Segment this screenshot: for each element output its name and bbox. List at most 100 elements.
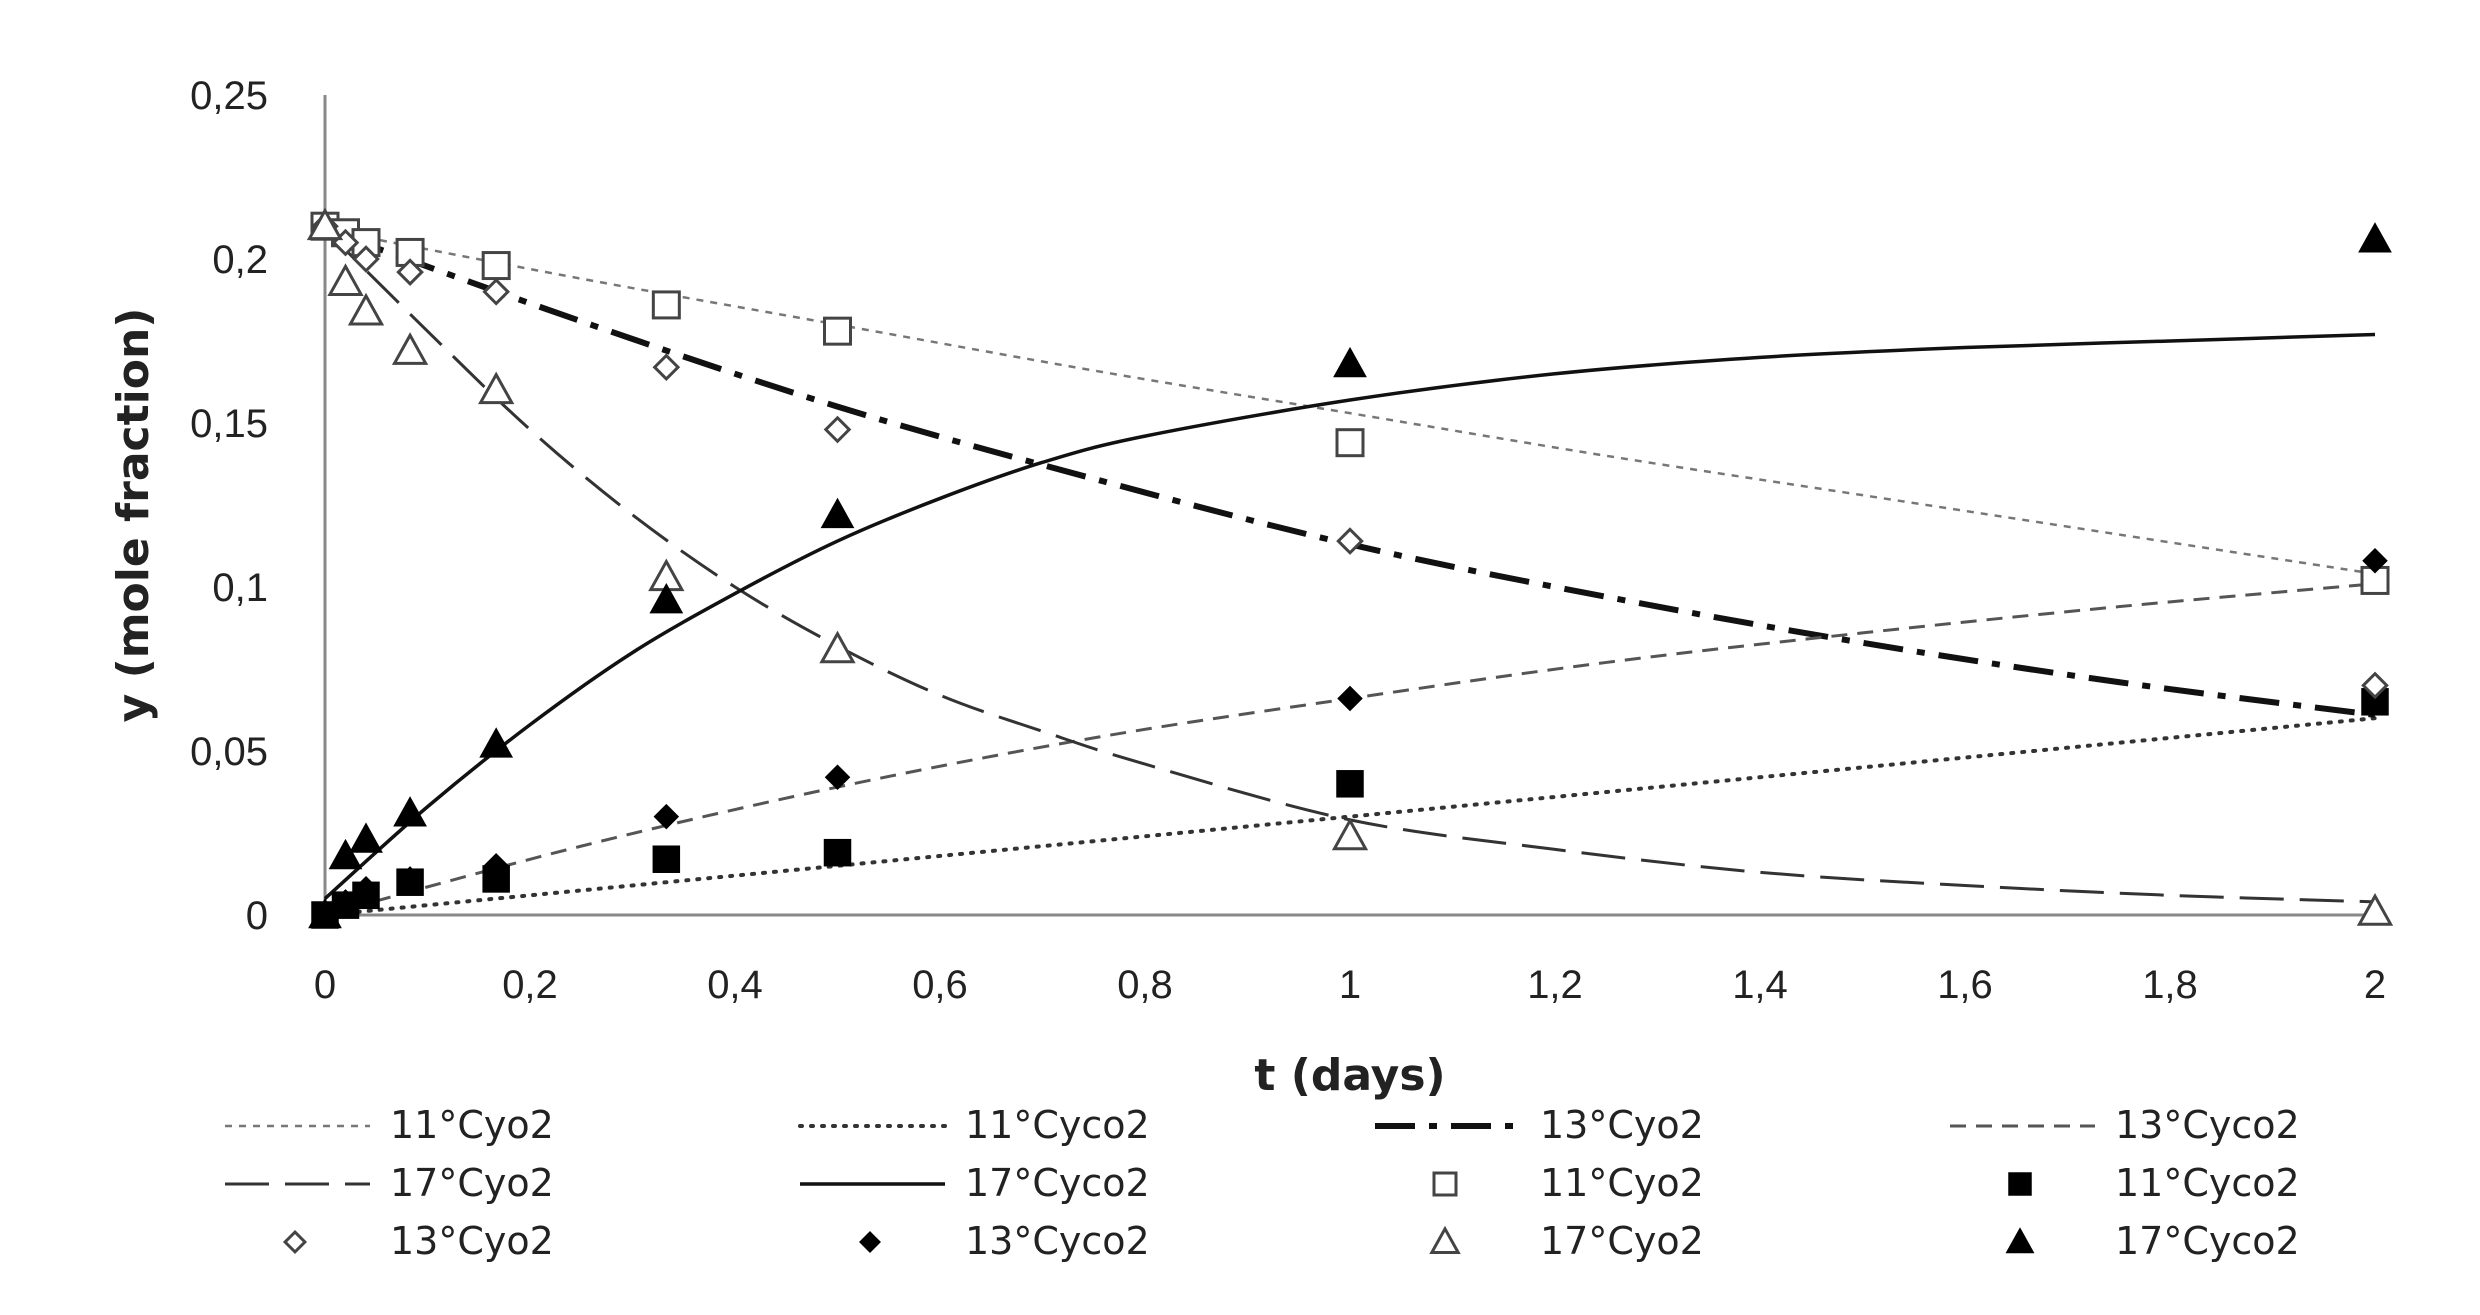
- data-point-triangle-filled: [328, 838, 363, 870]
- legend-item: 13°Cyo2: [1375, 1103, 1704, 1147]
- legend-label: 11°Cyco2: [2115, 1161, 2300, 1205]
- legend-item: 17°Cyo2: [1429, 1219, 1704, 1263]
- legend-item: 17°Cyco2: [2005, 1219, 2300, 1263]
- legend-label: 11°Cyo2: [390, 1103, 554, 1147]
- legend-swatch-marker: [282, 1229, 308, 1255]
- legend-swatch-marker: [1429, 1225, 1461, 1255]
- data-point-triangle-open: [327, 263, 364, 296]
- data-point-square-filled: [823, 838, 852, 867]
- x-tick-label: 1: [1339, 963, 1361, 1007]
- data-point-square-open: [651, 290, 681, 320]
- legend-label: 13°Cyo2: [390, 1219, 554, 1263]
- legend-label: 13°Cyco2: [965, 1219, 1150, 1263]
- x-tick-label: 1,4: [1732, 963, 1788, 1007]
- data-point-triangle-open: [347, 292, 385, 326]
- data-point-triangle-open: [306, 207, 344, 241]
- x-tick-label: 0: [314, 963, 336, 1007]
- plot-area: 0 0,2 0,4 0,6 0,8 1 1,2 1,4 1,6 1,8 2 0 0,05 0,1 0,15…: [190, 74, 2394, 1007]
- legend-label: 11°Cyo2: [1540, 1161, 1704, 1205]
- data-markers: [306, 207, 2394, 929]
- legend-swatch-marker: [2008, 1172, 2032, 1196]
- legend-item: 11°Cyco2: [798, 1103, 1150, 1147]
- y-tick-labels: 0 0,05 0,1 0,15 0,2 0,25: [190, 74, 268, 938]
- y-tick-label: 0: [246, 894, 268, 938]
- data-point-diamond-filled: [483, 853, 509, 879]
- data-point-triangle-filled: [349, 822, 383, 853]
- legend-item: 13°Cyo2: [282, 1219, 554, 1263]
- legend-item: 13°Cyco2: [859, 1219, 1150, 1263]
- data-point-triangle-open: [391, 332, 429, 365]
- x-tick-label: 1,2: [1527, 963, 1583, 1007]
- data-point-square-open: [2360, 565, 2390, 595]
- legend-label: 13°Cyco2: [2115, 1103, 2300, 1147]
- data-point-triangle-filled: [393, 796, 427, 827]
- data-point-diamond-open: [482, 277, 510, 306]
- y-tick-label: 0,1: [212, 566, 268, 610]
- data-point-diamond-open: [352, 245, 380, 273]
- data-point-diamond-open: [1336, 527, 1364, 555]
- x-tick-label: 1,8: [2142, 963, 2198, 1007]
- legend-label: 17°Cyo2: [1540, 1219, 1704, 1263]
- legend-label: 17°Cyo2: [390, 1161, 554, 1205]
- data-point-triangle-filled: [308, 897, 342, 929]
- data-point-triangle-open: [819, 630, 856, 664]
- y-tick-label: 0,2: [212, 238, 268, 282]
- legend-label: 13°Cyo2: [1540, 1103, 1704, 1147]
- legend-item: 17°Cyo2: [225, 1161, 554, 1205]
- data-point-triangle-filled: [2358, 222, 2392, 253]
- series-line-2: [323, 716, 2377, 917]
- series-line-3: [323, 226, 2376, 718]
- data-point-square-filled: [1336, 770, 1364, 798]
- legend-item: 11°Cyco2: [2008, 1161, 2300, 1205]
- data-point-diamond-filled: [2362, 547, 2388, 574]
- data-point-square-filled: [652, 845, 681, 873]
- y-tick-label: 0,25: [190, 74, 268, 118]
- fit-lines: [323, 226, 2377, 917]
- x-tick-labels: 0 0,2 0,4 0,6 0,8 1 1,2 1,4 1,6 1,8 2: [314, 963, 2386, 1007]
- x-tick-label: 0,4: [707, 963, 763, 1007]
- data-point-triangle-open: [1331, 817, 1369, 851]
- data-point-triangle-filled: [479, 727, 514, 758]
- data-point-square-open: [481, 251, 511, 281]
- data-point-diamond-open: [2361, 671, 2389, 700]
- legend-label: 17°Cyco2: [2115, 1219, 2300, 1263]
- x-tick-label: 1,6: [1937, 963, 1993, 1007]
- y-axis-title: y (mole fraction): [108, 308, 159, 723]
- data-point-square-open: [1335, 428, 1365, 458]
- legend-swatch-marker: [1432, 1171, 1458, 1197]
- legend-label: 11°Cyco2: [965, 1103, 1150, 1147]
- data-point-triangle-open: [478, 371, 515, 405]
- x-tick-label: 0,8: [1117, 963, 1173, 1007]
- y-tick-label: 0,15: [190, 402, 268, 446]
- legend-label: 17°Cyco2: [965, 1161, 1150, 1205]
- data-point-diamond-open: [396, 258, 424, 286]
- data-point-diamond-filled: [332, 889, 359, 915]
- legend-item: 17°Cyco2: [800, 1161, 1150, 1205]
- x-tick-label: 0,6: [912, 963, 968, 1007]
- data-point-square-open: [823, 316, 852, 346]
- legend-item: 11°Cyo2: [225, 1103, 554, 1147]
- legend: 11°Cyo2 11°Cyco2 13°Cyo2 13°Cyco2 17°Cyo2 17°…: [225, 1103, 2300, 1263]
- series-line-6: [323, 332, 2376, 900]
- data-point-triangle-filled: [1333, 346, 1367, 378]
- x-tick-label: 0,2: [502, 963, 558, 1007]
- legend-swatch-marker: [2005, 1227, 2035, 1254]
- data-point-diamond-filled: [397, 866, 423, 892]
- x-tick-label: 2: [2364, 963, 2386, 1007]
- data-point-triangle-filled: [649, 582, 684, 614]
- y-tick-label: 0,05: [190, 730, 268, 774]
- data-point-diamond-filled: [653, 803, 680, 830]
- legend-item: 11°Cyo2: [1432, 1161, 1704, 1205]
- data-point-diamond-filled: [824, 764, 851, 791]
- data-point-triangle-filled: [820, 497, 855, 529]
- data-point-diamond-filled: [1337, 685, 1363, 712]
- data-point-diamond-filled: [353, 875, 379, 902]
- data-point-diamond-open: [652, 353, 681, 382]
- series-line-5: [323, 228, 2376, 904]
- data-point-triangle-open: [2356, 893, 2394, 926]
- legend-swatch-marker: [859, 1231, 881, 1253]
- x-axis-title: t (days): [1254, 1050, 1445, 1101]
- data-point-diamond-open: [823, 415, 852, 444]
- legend-item: 13°Cyco2: [1950, 1103, 2300, 1147]
